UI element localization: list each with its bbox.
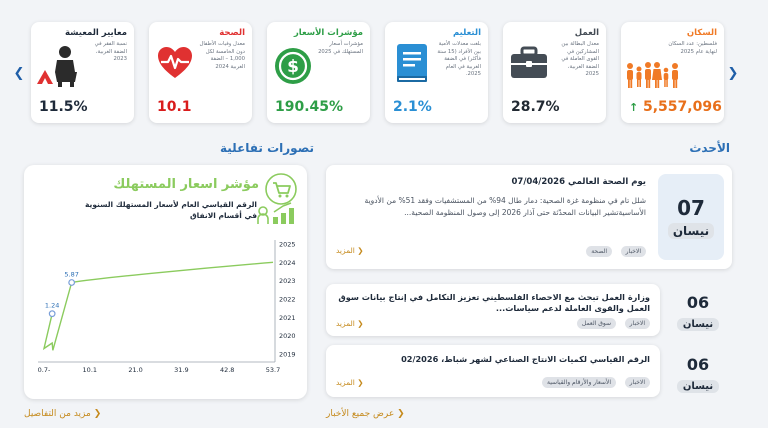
news-item[interactable]: وزارة العمل تبحث مع الاحصاء الفلسطيني تع… (326, 284, 660, 336)
data-point (48, 310, 56, 318)
news-title[interactable]: وزارة العمل تبحث مع الاحصاء الفلسطيني تع… (338, 292, 650, 313)
section-title-latest: الأحدث (689, 141, 730, 155)
dollar-icon: $ (275, 48, 311, 84)
stat-description: معدل البطالة بين المشاركين في القوى العا… (561, 41, 599, 78)
chart-header-title: مؤشر اسعار المستهلك (113, 177, 259, 192)
news-day: 06 (686, 293, 710, 312)
news-body: شلل تام في منظومة غزة الصحية: دمار طال 9… (364, 196, 646, 217)
stat-title: التعليم (453, 28, 481, 38)
x-tick-label: 10.1 (83, 366, 97, 374)
news-day: 06 (686, 355, 710, 374)
news-item[interactable]: الرقم القياسي لكميات الانتاج الصناعي لشه… (326, 345, 660, 397)
stat-value: 5,557,096 (643, 99, 722, 115)
more-details-link[interactable]: ❮ مزيد من التفاصيل (24, 409, 101, 419)
stat-card-population[interactable]: السكان فلسطين: عدد السكان لنهاية عام 202… (621, 22, 724, 123)
series-line (42, 261, 274, 351)
news-tag[interactable]: الصحة (586, 246, 612, 257)
x-tick-label: 53.7 (266, 366, 280, 374)
chevron-left-icon: ❮ (90, 409, 102, 419)
all-news-label: عرض جميع الأخبار (326, 409, 395, 419)
news-date: 07 نيسان (658, 174, 724, 260)
news-month: نيسان (667, 223, 715, 239)
cart-icon (263, 173, 299, 205)
data-point (68, 279, 76, 286)
news-more-link[interactable]: ❮ المزيد (336, 319, 364, 328)
news-tag[interactable]: الاخبار (624, 318, 650, 329)
stat-title: الصحة (219, 28, 245, 38)
stat-description: معدل وفيات الأطفال دون الخامسة لكل 1,000… (199, 41, 245, 70)
y-tick-label: 2025 (279, 241, 296, 249)
news-tag[interactable]: الأسعار والأرقام والقياسية (542, 377, 616, 388)
chart-panel: مؤشر اسعار المستهلك الرقم القياسي العام … (24, 165, 307, 399)
briefcase-icon (511, 46, 547, 78)
news-tag[interactable]: الاخبار (620, 246, 646, 257)
stat-description: مؤشرات أسعار المستهلك في 2025 (318, 41, 363, 55)
news-more-label: المزيد (336, 378, 355, 387)
news-more-label: المزيد (336, 319, 355, 328)
stat-card-prices[interactable]: مؤشرات الأسعار مؤشرات أسعار المستهلك في … (267, 22, 370, 123)
stat-title: السكان (686, 28, 717, 38)
more-details-label: مزيد من التفاصيل (24, 409, 91, 419)
carousel-prev-icon[interactable]: ❮ (13, 66, 25, 81)
stat-description: بلغت معدلات الأمية بين الأفراد (15 سنة ف… (437, 41, 481, 78)
x-tick-label: 21.0 (128, 366, 142, 374)
carousel-next-icon[interactable]: ❯ (727, 66, 739, 81)
line-chart[interactable]: 0.7- 10.1 21.0 31.9 42.8 53.7 2019 2020 2021 2022… (24, 165, 307, 399)
x-tick-label: 31.9 (174, 366, 188, 374)
section-title-interactive: تصورات تفاعلية (220, 141, 315, 155)
stat-title: العمل (574, 28, 599, 38)
trend-up-icon: ↑ (629, 101, 639, 114)
stat-card-living-standards[interactable]: معايير المعيشة نسبة الفقر في الضفة الغرب… (31, 22, 134, 123)
y-tick-label: 2020 (279, 332, 296, 340)
stat-value: 190.45% (275, 99, 344, 115)
people-icon (627, 62, 678, 88)
stat-value: 2.1% (393, 99, 432, 115)
stat-title: معايير المعيشة (64, 28, 127, 38)
stat-card-education[interactable]: التعليم بلغت معدلات الأمية بين الأفراد (… (385, 22, 488, 123)
chevron-left-icon: ❮ (394, 409, 405, 419)
news-title[interactable]: الرقم القياسي لكميات الانتاج الصناعي لشه… (401, 354, 650, 364)
stat-value: 28.7% (511, 99, 560, 115)
data-label: 5.87 (64, 271, 78, 279)
growth-bars-icon (257, 202, 294, 224)
news-title[interactable]: يوم الصحة العالمي 07/04/2026 (511, 177, 646, 187)
news-tag[interactable]: الاخبار (624, 377, 650, 388)
stat-card-health[interactable]: الصحة معدل وفيات الأطفال دون الخامسة لكل… (149, 22, 252, 123)
stat-value: 10.1 (157, 99, 192, 115)
y-tick-label: 2021 (279, 314, 296, 322)
news-date: 06 نيسان (670, 355, 726, 393)
news-month: نيسان (676, 380, 720, 393)
news-day: 07 (677, 196, 705, 220)
svg-text:$: $ (287, 57, 299, 77)
news-date: 06 نيسان (670, 293, 726, 331)
news-month: نيسان (676, 318, 720, 331)
stat-description: فلسطين: عدد السكان لنهاية عام 2025 (668, 41, 717, 55)
data-label: 1.24 (45, 302, 59, 310)
x-tick-label: 0.7- (38, 366, 51, 374)
y-tick-label: 2023 (279, 277, 296, 285)
x-tick-label: 42.8 (220, 366, 234, 374)
chevron-left-icon: ❮ (354, 319, 364, 328)
stat-card-labour[interactable]: العمل معدل البطالة بين المشاركين في القو… (503, 22, 606, 123)
poverty-icon (37, 46, 77, 87)
chevron-left-icon: ❮ (354, 246, 364, 255)
news-more-link[interactable]: ❮ المزيد (336, 246, 364, 255)
y-tick-label: 2024 (279, 259, 296, 267)
y-tick-label: 2022 (279, 296, 296, 304)
stat-title: مؤشرات الأسعار (293, 28, 363, 38)
chevron-left-icon: ❮ (354, 378, 364, 387)
news-more-label: المزيد (336, 246, 355, 255)
stat-value: 11.5% (39, 99, 88, 115)
news-item[interactable]: 07 نيسان يوم الصحة العالمي 07/04/2026 شل… (326, 165, 732, 269)
news-more-link[interactable]: ❮ المزيد (336, 378, 364, 387)
heart-pulse-icon (158, 47, 192, 78)
stat-description: نسبة الفقر في الضفة الغربية، 2023 (94, 41, 127, 63)
y-tick-label: 2019 (279, 351, 296, 359)
all-news-link[interactable]: ❮ عرض جميع الأخبار (326, 409, 405, 419)
news-tag[interactable]: سوق العمل (576, 318, 616, 329)
book-icon (397, 44, 427, 82)
chart-subtitle: الرقم القياسي العام لأسعار المستهلك السن… (84, 200, 257, 220)
